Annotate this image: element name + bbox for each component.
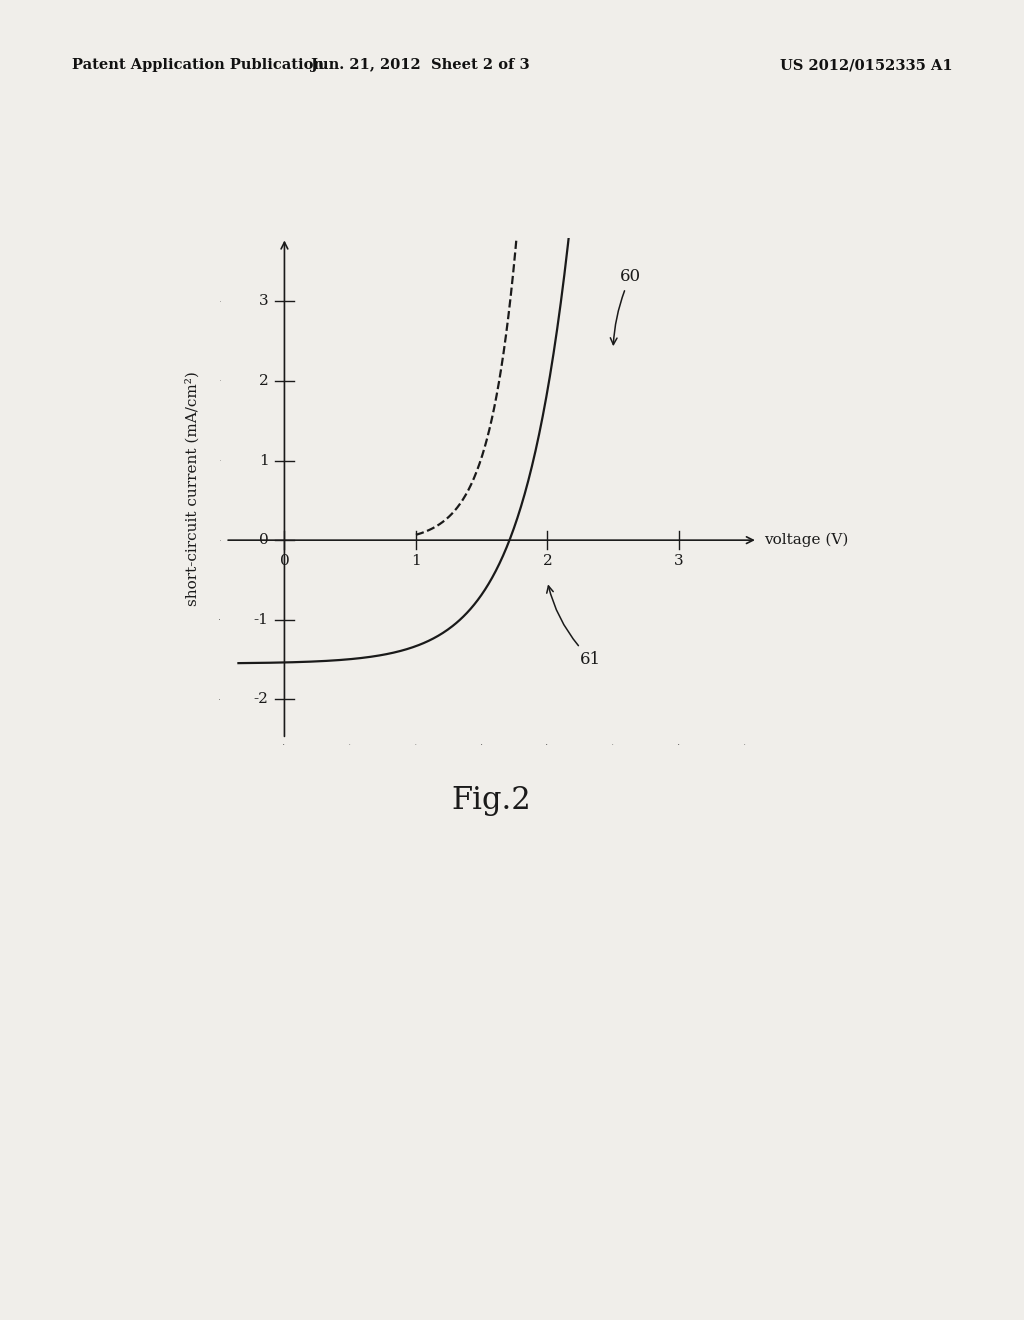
Text: 0: 0	[259, 533, 268, 548]
Text: 3: 3	[674, 554, 684, 569]
Text: voltage (V): voltage (V)	[764, 533, 849, 548]
Text: 2: 2	[259, 374, 268, 388]
Text: US 2012/0152335 A1: US 2012/0152335 A1	[779, 58, 952, 73]
Text: short-circuit current (mA/cm²): short-circuit current (mA/cm²)	[185, 371, 200, 606]
Text: 1: 1	[259, 454, 268, 467]
Text: Fig.2: Fig.2	[452, 785, 531, 816]
Text: 2: 2	[543, 554, 552, 569]
Text: -2: -2	[254, 693, 268, 706]
Text: 60: 60	[610, 268, 641, 345]
Text: 61: 61	[547, 586, 601, 668]
Text: Patent Application Publication: Patent Application Publication	[72, 58, 324, 73]
Text: -1: -1	[254, 612, 268, 627]
Text: 0: 0	[280, 554, 290, 569]
Text: 1: 1	[411, 554, 421, 569]
Text: Jun. 21, 2012  Sheet 2 of 3: Jun. 21, 2012 Sheet 2 of 3	[310, 58, 529, 73]
Text: 3: 3	[259, 294, 268, 309]
